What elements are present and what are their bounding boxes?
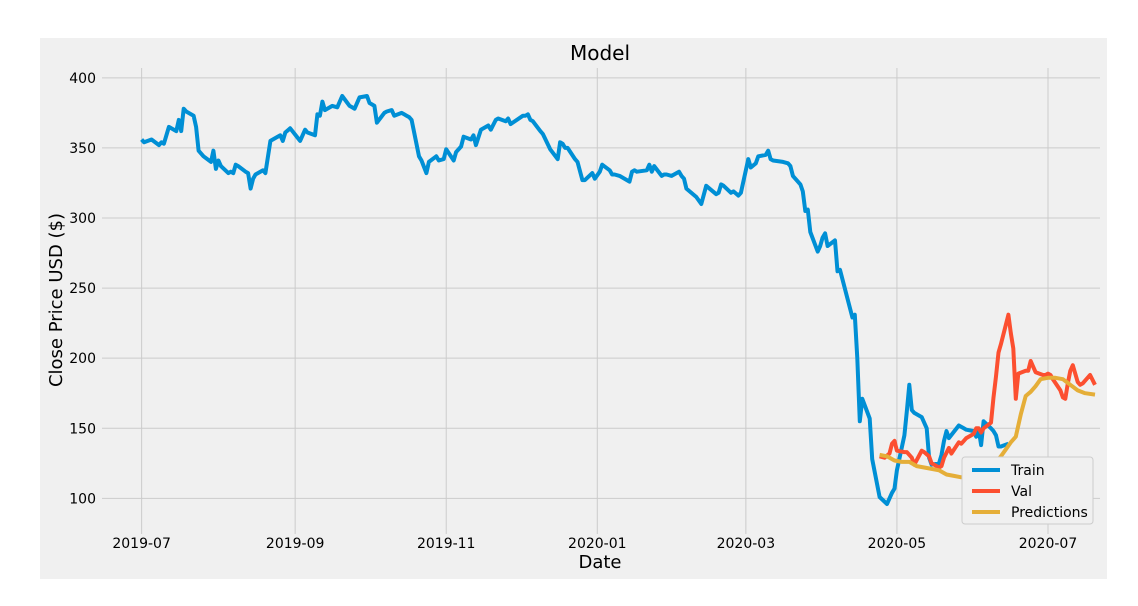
y-tick-label: 100: [69, 491, 96, 507]
x-tick-label: 2020-01: [568, 536, 627, 552]
x-tick-label: 2020-03: [717, 536, 776, 552]
series-line-val: [879, 312, 1097, 470]
y-tick-label: 350: [69, 141, 96, 157]
series-line-train: [140, 94, 1010, 506]
y-tick-label: 300: [69, 211, 96, 227]
y-tick-labels: 100 150 200 250 300 350 400: [69, 71, 96, 508]
x-tick-labels: 2019-07 2019-09 2019-11 2020-01 2020-03 2020-…: [112, 536, 1077, 552]
legend: Train Val Predictions: [961, 456, 1094, 525]
y-axis-label: Close Price USD ($): [46, 213, 67, 387]
x-tick-label: 2019-09: [266, 536, 325, 552]
y-tick-label: 400: [69, 71, 96, 87]
legend-label-predictions: Predictions: [1011, 505, 1088, 521]
x-axis-label: Date: [578, 552, 621, 573]
legend-box: [961, 456, 1094, 525]
y-tick-label: 150: [69, 421, 96, 437]
legend-label-train: Train: [1010, 463, 1045, 479]
x-tick-label: 2019-07: [112, 536, 171, 552]
x-tick-label: 2020-05: [868, 536, 927, 552]
legend-label-val: Val: [1011, 484, 1032, 500]
y-tick-label: 200: [69, 351, 96, 367]
y-tick-label: 250: [69, 281, 96, 297]
figure-background: [40, 38, 1107, 579]
x-tick-label: 2019-11: [417, 536, 476, 552]
chart-title: Model: [570, 41, 630, 65]
x-tick-label: 2020-07: [1019, 536, 1078, 552]
